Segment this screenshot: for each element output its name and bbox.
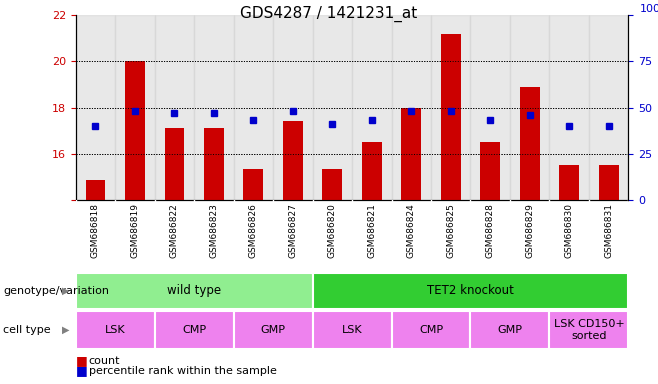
Text: GSM686818: GSM686818 <box>91 203 100 258</box>
Text: ■: ■ <box>76 354 88 367</box>
Bar <box>510 15 549 200</box>
Bar <box>313 273 628 309</box>
Bar <box>392 311 470 349</box>
Text: GSM686828: GSM686828 <box>486 203 495 258</box>
Text: GSM686830: GSM686830 <box>565 203 574 258</box>
Text: GSM686826: GSM686826 <box>249 203 258 258</box>
Bar <box>599 165 619 200</box>
Text: CMP: CMP <box>419 325 443 335</box>
Text: GSM686822: GSM686822 <box>170 203 179 258</box>
Bar <box>155 311 234 349</box>
Bar <box>164 128 184 200</box>
Text: GSM686827: GSM686827 <box>288 203 297 258</box>
Bar <box>549 311 628 349</box>
Bar <box>125 61 145 200</box>
Bar <box>559 165 579 200</box>
Text: LSK CD150+
sorted: LSK CD150+ sorted <box>553 319 624 341</box>
Bar <box>392 15 431 200</box>
Text: GSM686823: GSM686823 <box>209 203 218 258</box>
Text: GMP: GMP <box>261 325 286 335</box>
Bar <box>313 311 392 349</box>
Bar <box>155 15 194 200</box>
Bar <box>431 15 470 200</box>
Bar <box>283 121 303 200</box>
Bar <box>520 87 540 200</box>
Text: cell type: cell type <box>3 325 51 335</box>
Bar <box>313 15 352 200</box>
Text: GSM686819: GSM686819 <box>130 203 139 258</box>
Text: LSK: LSK <box>342 325 363 335</box>
Text: 100%: 100% <box>640 3 658 13</box>
Bar <box>549 15 589 200</box>
Text: GSM686824: GSM686824 <box>407 203 416 258</box>
Text: ▶: ▶ <box>62 286 69 296</box>
Bar <box>470 15 510 200</box>
Text: GDS4287 / 1421231_at: GDS4287 / 1421231_at <box>240 6 418 22</box>
Bar <box>204 128 224 200</box>
Bar <box>115 15 155 200</box>
Text: LSK: LSK <box>105 325 126 335</box>
Text: TET2 knockout: TET2 knockout <box>427 285 514 297</box>
Bar <box>194 15 234 200</box>
Bar <box>234 311 313 349</box>
Bar <box>76 273 313 309</box>
Text: GSM686825: GSM686825 <box>446 203 455 258</box>
Bar <box>589 15 628 200</box>
Text: GSM686829: GSM686829 <box>525 203 534 258</box>
Text: GSM686821: GSM686821 <box>367 203 376 258</box>
Text: GSM686820: GSM686820 <box>328 203 337 258</box>
Text: CMP: CMP <box>182 325 206 335</box>
Bar <box>273 15 313 200</box>
Bar <box>441 34 461 200</box>
Bar <box>76 15 115 200</box>
Bar <box>243 169 263 200</box>
Bar <box>76 311 155 349</box>
Text: genotype/variation: genotype/variation <box>3 286 109 296</box>
Text: count: count <box>89 356 120 366</box>
Text: percentile rank within the sample: percentile rank within the sample <box>89 366 277 376</box>
Bar <box>401 108 421 200</box>
Bar <box>322 169 342 200</box>
Bar <box>362 142 382 200</box>
Bar <box>234 15 273 200</box>
Bar <box>470 311 549 349</box>
Text: GSM686831: GSM686831 <box>604 203 613 258</box>
Bar <box>352 15 392 200</box>
Bar <box>86 180 105 200</box>
Text: wild type: wild type <box>167 285 221 297</box>
Text: ■: ■ <box>76 364 88 377</box>
Bar <box>480 142 500 200</box>
Text: GMP: GMP <box>497 325 522 335</box>
Text: ▶: ▶ <box>62 325 69 335</box>
